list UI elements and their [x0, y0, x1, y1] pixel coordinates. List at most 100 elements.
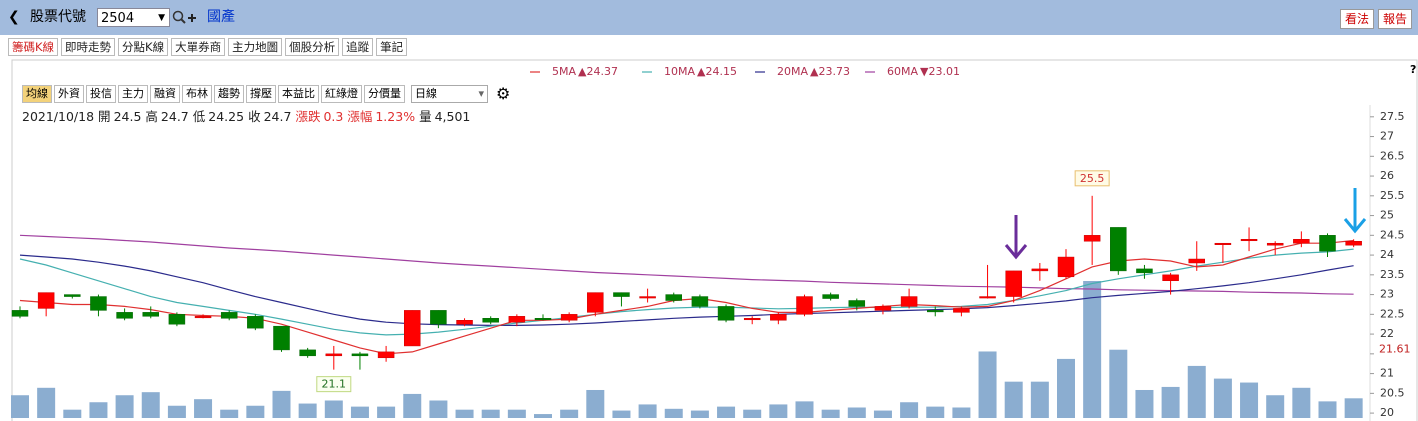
- info-value: 24.25: [208, 109, 245, 124]
- info-value: 24.7: [263, 109, 292, 124]
- tool-button[interactable]: 紅綠燈: [321, 84, 362, 103]
- y-tick-label: 22: [1380, 327, 1394, 340]
- legend-name: 20MA: [777, 65, 808, 78]
- candle-body: [613, 292, 630, 297]
- tab[interactable]: 分點K線: [118, 38, 169, 56]
- candle-body: [1240, 239, 1258, 242]
- candle-body: [1110, 227, 1127, 272]
- back-button[interactable]: ❮: [8, 9, 20, 25]
- y-tick-label: 21: [1380, 367, 1394, 380]
- tool-button[interactable]: 分價量: [364, 84, 405, 103]
- candle-body: [168, 314, 186, 325]
- help-icon[interactable]: ?: [1410, 63, 1416, 76]
- y-tick-label: 23.5: [1380, 268, 1405, 281]
- volume-bar: [89, 402, 108, 418]
- tool-button[interactable]: 均線: [22, 84, 52, 103]
- candle-body: [1188, 258, 1205, 264]
- volume-bar: [821, 409, 840, 418]
- tool-button[interactable]: 投信: [86, 84, 116, 103]
- tool-button[interactable]: 趨勢: [214, 84, 244, 103]
- stock-name[interactable]: 國產: [207, 9, 235, 25]
- tool-button[interactable]: 布林: [182, 84, 212, 103]
- info-label: 漲跌: [295, 109, 321, 124]
- candle-body: [351, 353, 369, 357]
- volume-bar: [377, 406, 396, 418]
- tab[interactable]: 大單券商: [171, 38, 226, 56]
- legend-value: ▲24.37: [578, 65, 618, 78]
- candle-body: [534, 318, 552, 321]
- tab[interactable]: 個股分析: [285, 38, 340, 56]
- candle-body: [1031, 268, 1049, 272]
- toolbar: 均線 外資 投信 主力 融資 布林 趨勢 撐壓 本益比 紅綠燈 分價量 日線 ▾ ⚙: [22, 84, 510, 103]
- chart-panel: [11, 59, 1418, 421]
- info-value: 0.3: [323, 109, 344, 124]
- dropdown-arrow: ▼: [158, 13, 165, 23]
- tool-button[interactable]: 外資: [54, 84, 84, 103]
- tab[interactable]: 主力地圖: [228, 38, 283, 56]
- candle-body: [822, 294, 839, 299]
- period-select[interactable]: 日線 ▾: [411, 84, 488, 103]
- tool-button[interactable]: 本益比: [278, 84, 319, 103]
- candle-body: [717, 306, 735, 321]
- volume-bar: [1213, 378, 1232, 418]
- volume-bar: [690, 410, 709, 418]
- ma-line: [19, 254, 1354, 326]
- candle-body: [770, 314, 787, 321]
- purple-arrow: [1004, 215, 1028, 260]
- info-label: 量: [419, 109, 432, 124]
- search-icon[interactable]: [172, 10, 200, 26]
- code-text: 2504: [101, 11, 135, 26]
- volume-bar: [350, 406, 369, 418]
- blue-arrow: [1343, 188, 1367, 234]
- candle-body: [587, 292, 604, 313]
- candle-body: [430, 310, 447, 325]
- code-input[interactable]: 2504 ▼: [97, 8, 170, 27]
- tool-button[interactable]: 撐壓: [246, 84, 276, 103]
- candle-body: [900, 296, 918, 307]
- candle-body: [979, 296, 996, 299]
- volume-bar: [167, 405, 186, 418]
- view-button[interactable]: 看法: [1340, 9, 1375, 29]
- ma-line: [19, 248, 1354, 336]
- y-tick-label: 24: [1380, 248, 1394, 261]
- candle-body: [927, 310, 944, 313]
- cursor-price: 21.61: [1379, 342, 1411, 355]
- report-button[interactable]: 報告: [1378, 9, 1413, 29]
- tool-button[interactable]: 主力: [118, 84, 148, 103]
- volume-bar: [795, 401, 814, 418]
- volume-bar: [194, 399, 213, 418]
- settings-icon[interactable]: ⚙: [496, 84, 511, 103]
- y-tick-label: 20.5: [1380, 386, 1405, 399]
- volume-bar: [560, 409, 579, 418]
- candle-body: [508, 316, 526, 323]
- volume-bar: [429, 400, 448, 418]
- candle-body: [1136, 268, 1153, 274]
- candle-body: [1005, 270, 1022, 297]
- candle-body: [220, 312, 238, 319]
- candle-body: [639, 296, 656, 299]
- volume-bar: [769, 404, 788, 418]
- tab[interactable]: 追蹤: [342, 38, 374, 56]
- y-tick-label: 23: [1380, 288, 1394, 301]
- y-tick-label: 24.5: [1380, 228, 1405, 241]
- legend-value: ▼23.01: [920, 65, 960, 78]
- tab[interactable]: 筆記: [376, 38, 408, 56]
- volume-bar: [272, 390, 291, 418]
- volume-bar: [1057, 358, 1075, 418]
- volume-bar: [1266, 395, 1285, 418]
- info-value: 24.5: [113, 109, 142, 124]
- y-tick-label: 20: [1380, 406, 1394, 419]
- info-label: 高: [145, 109, 158, 124]
- tool-button[interactable]: 融資: [150, 84, 180, 103]
- candle-body: [1266, 242, 1284, 246]
- y-tick-label: 25: [1380, 209, 1394, 222]
- ma-line: [19, 234, 1354, 295]
- volume-bar: [586, 389, 605, 418]
- y-tick-label: 25.5: [1380, 189, 1405, 202]
- volume-bar: [115, 395, 134, 418]
- tab[interactable]: 籌碼K線: [8, 38, 59, 56]
- info-value: 1.23%: [375, 109, 416, 124]
- min-label-box: [316, 376, 352, 393]
- tab[interactable]: 即時走勢: [61, 38, 116, 56]
